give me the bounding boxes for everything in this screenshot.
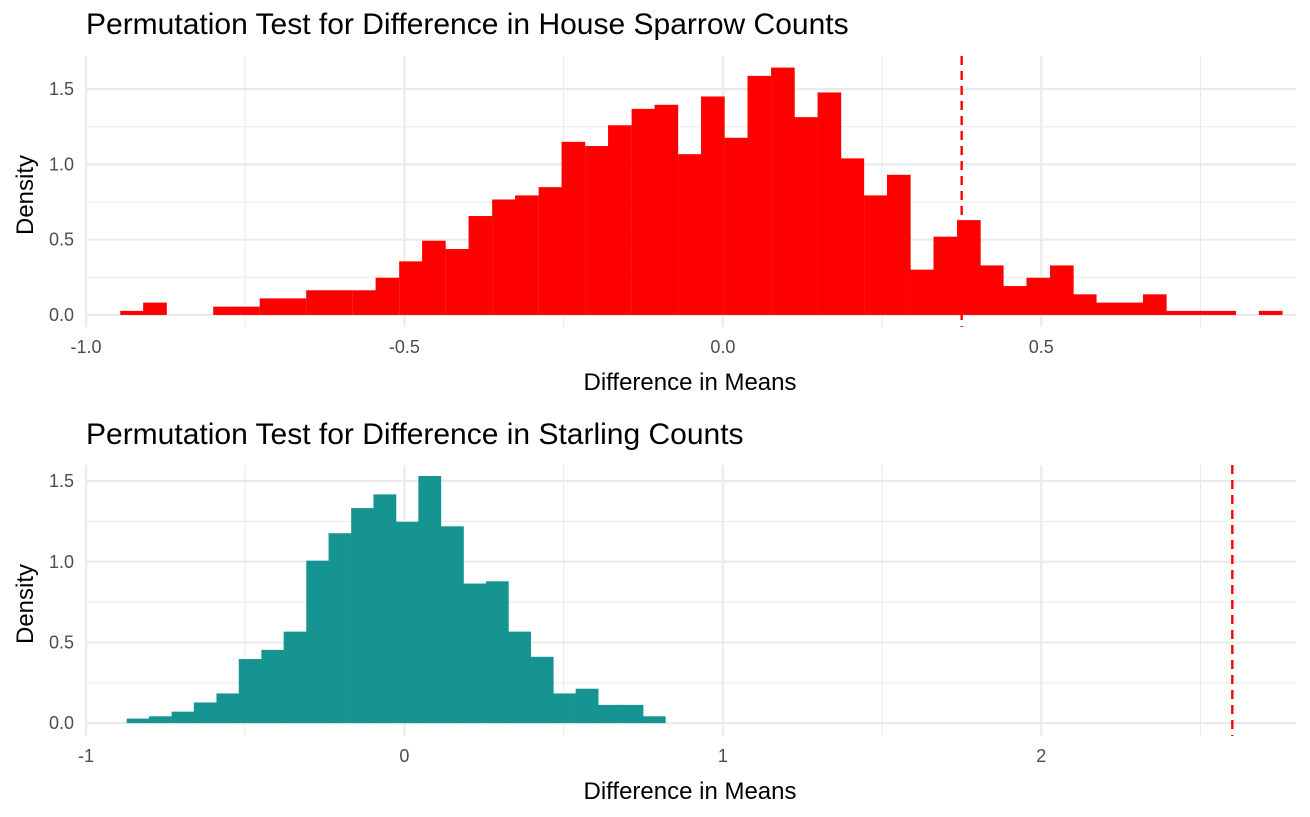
chart2-histogram-bar [148, 716, 172, 724]
chart1-histogram-bar [306, 290, 330, 315]
chart1-histogram-bar [1258, 310, 1283, 315]
chart1-histogram-bar [422, 240, 446, 315]
chart2-histogram-bar [440, 526, 464, 724]
chart2-histogram-bar [328, 533, 352, 724]
chart1-y-tick-label: 0.5 [49, 230, 74, 250]
chart2-x-tick-label: 1 [718, 746, 728, 766]
chart2-histogram-bar [620, 704, 644, 724]
chart1-histogram-bar [1003, 286, 1028, 315]
chart1-histogram-bar [678, 154, 702, 315]
chart1-y-tick-label: 1.0 [49, 154, 74, 174]
chart1-histogram-bar [1096, 302, 1121, 315]
chart1-histogram-bar [1026, 277, 1051, 315]
chart1-histogram-bar [561, 141, 586, 315]
chart1-histogram-bar [282, 298, 307, 315]
chart1-histogram-bar [724, 137, 749, 315]
chart1-histogram-bar [538, 187, 563, 315]
chart1-x-tick-label: -1.0 [70, 337, 101, 357]
chart1-histogram-bar [515, 195, 539, 315]
chart2-histogram-bar [261, 649, 285, 724]
chart2-histogram-bar [238, 659, 262, 724]
chart1-histogram-bar [910, 269, 935, 315]
chart2-histogram-bar [530, 656, 554, 724]
chart2-x-tick-label: -1 [78, 746, 94, 766]
chart1-histogram-bar [886, 174, 911, 315]
chart1-histogram-bar [864, 195, 888, 315]
chart2-histogram-bar [485, 581, 509, 724]
chart2-histogram-bar [126, 718, 150, 724]
chart1-x-tick-label: 0.0 [710, 337, 735, 357]
chart1-histogram-bar [840, 158, 865, 315]
chart1-histogram-bar [747, 75, 772, 315]
chart1-y-tick-label: 1.5 [49, 79, 74, 99]
chart1-histogram-bar [1050, 265, 1074, 315]
chart1-histogram-bar [979, 265, 1004, 315]
chart1-histogram-bar [375, 277, 400, 315]
chart1-histogram-bar [1189, 310, 1214, 315]
chart2-y-tick-label: 1.0 [49, 552, 74, 572]
chart1-histogram-bar [399, 261, 423, 315]
chart1-histogram-bar [631, 108, 656, 315]
chart1-histogram-bar [236, 306, 260, 315]
chart1-histogram-bar [1119, 302, 1144, 315]
chart1-histogram-bar [1212, 310, 1237, 315]
chart1-histogram-bar [445, 249, 470, 315]
chart2-histogram-bar [418, 475, 442, 724]
chart1-xlabel: Difference in Means [584, 369, 797, 396]
chart2-x-tick-label: 0 [399, 746, 409, 766]
chart2-x-tick-label: 2 [1036, 746, 1046, 766]
chart1-histogram-bar [1165, 310, 1190, 315]
chart1-histogram-bar [143, 302, 167, 315]
chart1-x-tick-label: -0.5 [389, 337, 420, 357]
chart2-histogram-bar [575, 688, 599, 724]
chart1-histogram-bar [1142, 294, 1167, 315]
chart1-histogram-bar [957, 220, 981, 315]
chart1-histogram-bar [817, 92, 842, 315]
chart1-histogram-bar [794, 117, 818, 315]
chart2-histogram-bar [193, 702, 217, 724]
chart1-histogram-bar [771, 67, 795, 315]
chart2-histogram-bar [642, 716, 666, 724]
chart2-histogram-bar [373, 494, 397, 724]
chart1-histogram-bar [492, 199, 516, 315]
chart2-histogram-bar [171, 711, 195, 724]
chart2-histogram-bar [508, 631, 531, 724]
chart1-histogram-bar [701, 96, 725, 315]
chart2-y-tick-label: 0.5 [49, 632, 74, 652]
chart1-y-tick-label: 0.0 [49, 305, 74, 325]
chart1-ylabel: Density [12, 155, 39, 235]
chart2-title: Permutation Test for Difference in Starl… [86, 418, 744, 451]
chart2-histogram-bar [283, 631, 307, 724]
chart2-histogram-bar [306, 560, 330, 724]
chart1-histogram-bar [352, 290, 377, 315]
chart2-histogram-bar [553, 693, 576, 724]
chart1-histogram-bar [329, 290, 353, 315]
chart2-ylabel: Density [12, 564, 39, 644]
chart1-histogram-bar [654, 104, 679, 315]
chart1-histogram-bar [608, 125, 632, 315]
chart2-y-tick-label: 1.5 [49, 471, 74, 491]
chart2-histogram-bar [597, 704, 621, 724]
chart1-panel: -1.0 -0.5 0.0 0.5 0.0 0.5 1.0 1.5 [49, 56, 1296, 357]
chart2-histogram-bar [351, 508, 375, 724]
chart2-xlabel: Difference in Means [584, 778, 797, 805]
chart2-histogram-bar [216, 693, 240, 724]
chart1-x-tick-label: 0.5 [1029, 337, 1054, 357]
chart1-histogram-bar [213, 306, 237, 315]
chart1-histogram-bar [585, 146, 609, 315]
chart1-histogram-bar [120, 310, 144, 315]
chart1-histogram-bar [933, 236, 958, 315]
chart2-histogram-bar [396, 521, 419, 724]
chart1-histogram-bar [468, 216, 493, 315]
chart2-panel: -1 0 1 2 0.0 0.5 1.0 1.5 [49, 465, 1296, 766]
chart2-histogram-bar [463, 583, 487, 724]
chart1-histogram-bar [259, 298, 284, 315]
chart1-title: Permutation Test for Difference in House… [86, 8, 849, 41]
chart2-y-tick-label: 0.0 [49, 713, 74, 733]
chart1-histogram-bar [1072, 294, 1097, 315]
